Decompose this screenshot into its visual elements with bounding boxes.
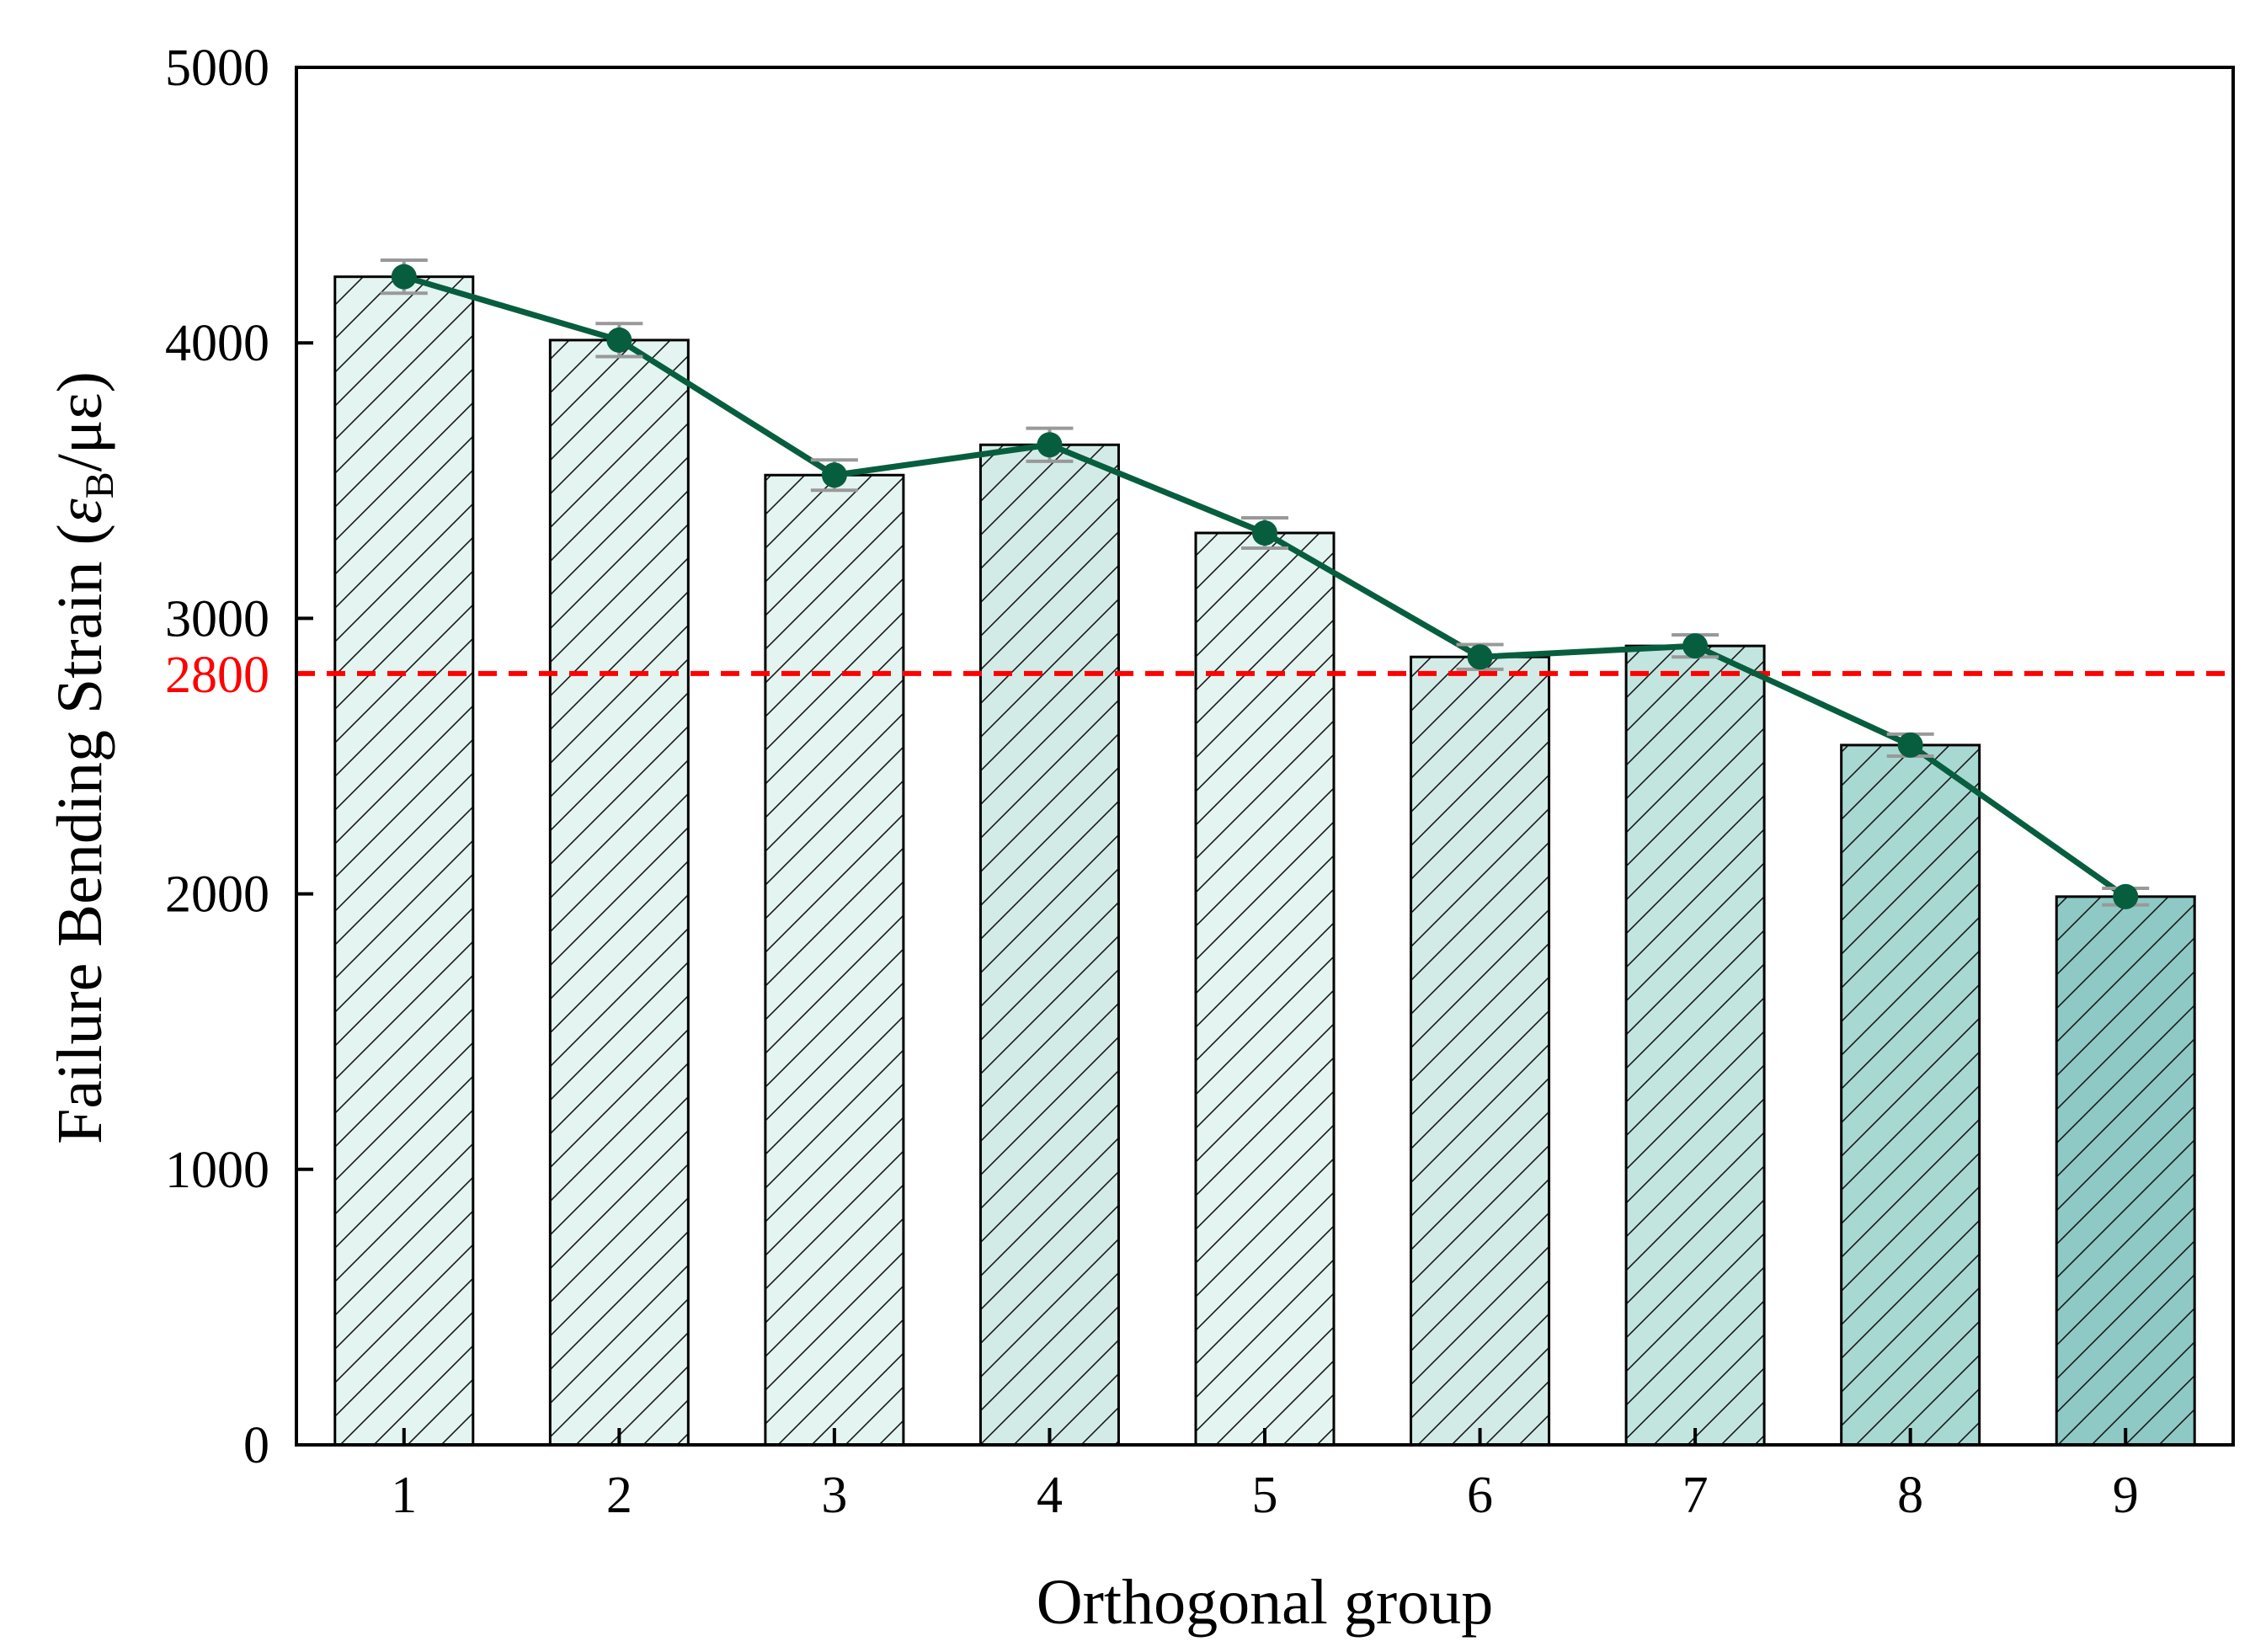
- bar-hatch-8: [1840, 743, 1981, 1447]
- x-tick-label-9: 9: [2113, 1467, 2139, 1524]
- y-tick-label-1000: 1000: [165, 1142, 269, 1199]
- bar-hatch-6: [1410, 655, 1551, 1447]
- data-point-1: [391, 264, 417, 290]
- y-axis-title-prefix: Failure Bending Strain (: [45, 524, 115, 1144]
- bar-hatch-7: [1624, 644, 1766, 1447]
- x-tick-label-7: 7: [1682, 1467, 1709, 1524]
- data-point-7: [1682, 633, 1709, 659]
- bar-hatch-4: [978, 443, 1120, 1447]
- y-axis-title: Failure Bending Strain (εB/με): [45, 371, 122, 1144]
- data-point-3: [821, 462, 847, 488]
- bar-hatch-3: [764, 473, 905, 1447]
- data-point-2: [606, 327, 632, 353]
- data-point-5: [1252, 520, 1277, 546]
- y-tick-label-3000: 3000: [165, 590, 269, 647]
- bar-hatch-1: [333, 275, 475, 1447]
- y-axis-title-suffix: /με): [45, 371, 115, 472]
- reference-line-layer: 2800: [165, 647, 2233, 704]
- x-tick-label-8: 8: [1897, 1467, 1923, 1524]
- x-tick-label-3: 3: [821, 1467, 847, 1524]
- x-tick-label-4: 4: [1037, 1467, 1063, 1524]
- y-tick-label-0: 0: [243, 1417, 269, 1474]
- y-axis-title-subscript: B: [77, 472, 122, 498]
- x-tick-label-1: 1: [391, 1467, 417, 1524]
- y-tick-label-4000: 4000: [165, 315, 269, 372]
- trend-line-layer: [380, 258, 2150, 909]
- y-axis-title-symbol: ε: [45, 498, 115, 524]
- axes-layer: 0 1000 2000 3000 4000 5000 1 2 3 4 5 6 7 8 9: [165, 40, 2235, 1524]
- x-tick-label-6: 6: [1467, 1467, 1493, 1524]
- data-point-8: [1897, 732, 1923, 758]
- bar-hatch-2: [548, 338, 690, 1447]
- bar-hatch-9: [2055, 895, 2196, 1447]
- bar-hatch-5: [1194, 531, 1336, 1447]
- data-point-6: [1467, 644, 1493, 670]
- bars-layer: [333, 275, 2196, 1447]
- reference-line-label: 2800: [165, 647, 269, 704]
- x-tick-label-2: 2: [606, 1467, 632, 1524]
- y-tick-label-5000: 5000: [165, 40, 269, 97]
- x-axis-title: Orthogonal group: [1037, 1567, 1493, 1638]
- data-point-4: [1037, 432, 1063, 458]
- y-tick-label-2000: 2000: [165, 866, 269, 924]
- x-tick-label-5: 5: [1252, 1467, 1278, 1524]
- data-point-9: [2113, 883, 2139, 909]
